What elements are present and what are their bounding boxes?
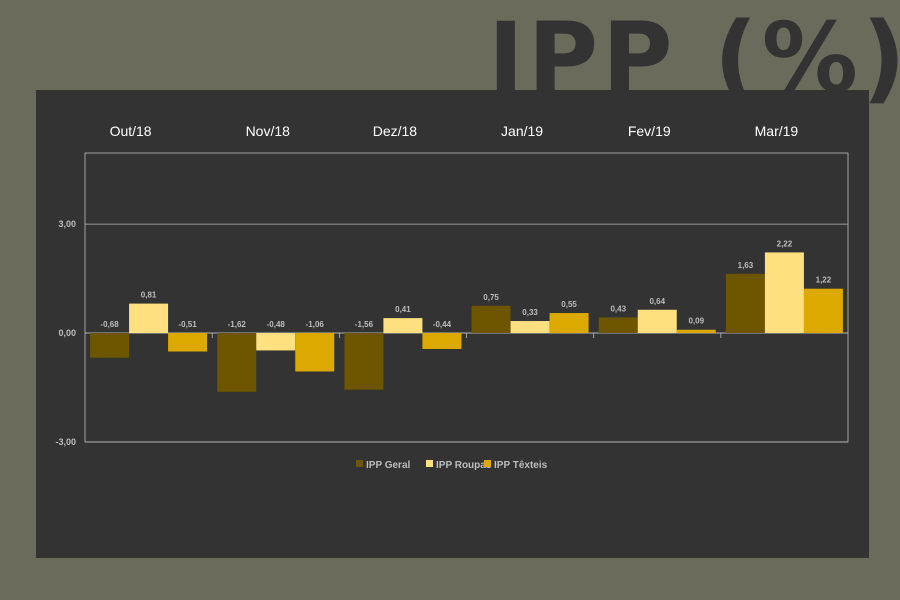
data-label: -0,44 [433, 320, 452, 329]
month-label: Dez/18 [373, 123, 418, 139]
bar [549, 313, 589, 333]
bar [676, 329, 716, 333]
legend-swatch [484, 460, 491, 467]
legend: IPP Geral IPP Roupas IPP Têxteis [356, 460, 548, 471]
data-label: -0,68 [100, 320, 119, 329]
bar [598, 317, 638, 333]
month-label: Out/18 [110, 123, 152, 139]
data-label: 1,63 [738, 261, 754, 270]
bar [295, 333, 335, 372]
data-label: 2,22 [777, 239, 793, 248]
legend-label: IPP Geral [366, 460, 411, 471]
month-label: Mar/19 [755, 123, 799, 139]
data-label: 1,22 [816, 276, 832, 285]
bar [725, 273, 765, 333]
legend-swatch [426, 460, 433, 467]
month-label: Fev/19 [628, 123, 671, 139]
data-label: 0,33 [522, 308, 538, 317]
bar [217, 333, 257, 392]
bar [168, 333, 208, 352]
y-tick-label: 3,00 [58, 219, 76, 229]
bar [803, 288, 843, 333]
month-label: Jan/19 [501, 123, 543, 139]
bar [344, 333, 384, 390]
bar [129, 303, 169, 333]
data-label: 0,81 [141, 291, 157, 300]
legend-swatch [356, 460, 363, 467]
data-label: 0,09 [688, 317, 704, 326]
data-label: 0,75 [483, 293, 499, 302]
data-label: -1,56 [355, 320, 374, 329]
data-label: -1,06 [306, 320, 325, 329]
grid-layer [84, 152, 849, 443]
bar [471, 305, 511, 333]
data-label: 0,41 [395, 305, 411, 314]
bar [637, 309, 677, 333]
bar [422, 333, 462, 349]
data-label: -1,62 [228, 320, 247, 329]
data-label: -0,48 [267, 320, 286, 329]
y-tick-label: 0,00 [58, 328, 76, 338]
chart-panel: 3,00 0,00 -3,00 Out/18 -0,68 0,81 -0,51 Nov/18 -… [36, 90, 869, 558]
legend-label: IPP Têxteis [494, 460, 548, 471]
data-label: 0,55 [561, 300, 577, 309]
data-label: 0,43 [610, 304, 626, 313]
month-label: Nov/18 [246, 123, 291, 139]
data-label: -0,51 [178, 320, 197, 329]
legend-label: IPP Roupas [436, 460, 492, 471]
data-label: 0,64 [649, 297, 665, 306]
bar [764, 252, 804, 333]
bar [90, 333, 130, 358]
bar [383, 318, 423, 333]
bar-chart: 3,00 0,00 -3,00 Out/18 -0,68 0,81 -0,51 Nov/18 -… [55, 123, 849, 471]
y-tick-label: -3,00 [55, 437, 76, 447]
bar [510, 321, 550, 333]
bars-layer [90, 252, 843, 392]
labels-layer: 3,00 0,00 -3,00 Out/18 -0,68 0,81 -0,51 Nov/18 -… [55, 123, 831, 447]
bar [256, 333, 296, 351]
